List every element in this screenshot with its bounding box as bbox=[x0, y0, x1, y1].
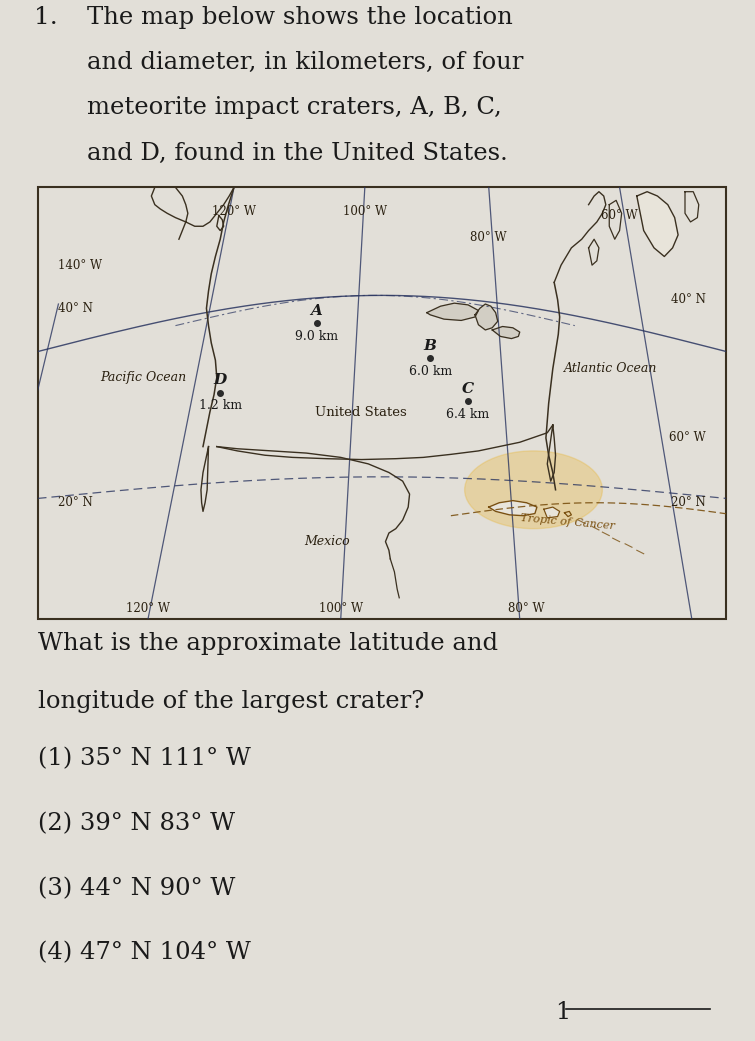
Text: (1) 35° N 111° W: (1) 35° N 111° W bbox=[38, 747, 251, 770]
Text: 20° N: 20° N bbox=[671, 497, 706, 509]
Text: 60° W: 60° W bbox=[601, 209, 638, 222]
Text: longitude of the largest crater?: longitude of the largest crater? bbox=[38, 690, 424, 713]
Polygon shape bbox=[488, 501, 537, 515]
Text: 80° W: 80° W bbox=[470, 230, 507, 244]
Text: 9.0 km: 9.0 km bbox=[295, 330, 338, 342]
Text: C: C bbox=[462, 382, 474, 396]
Text: 120° W: 120° W bbox=[126, 602, 170, 615]
Text: 140° W: 140° W bbox=[58, 258, 103, 272]
Text: 1.2 km: 1.2 km bbox=[199, 399, 242, 412]
Text: meteorite impact craters, A, B, C,: meteorite impact craters, A, B, C, bbox=[87, 97, 501, 120]
Text: and diameter, in kilometers, of four: and diameter, in kilometers, of four bbox=[87, 51, 523, 74]
Text: The map below shows the location: The map below shows the location bbox=[87, 5, 513, 28]
Text: and D, found in the United States.: and D, found in the United States. bbox=[87, 142, 507, 164]
Text: 120° W: 120° W bbox=[212, 205, 256, 218]
Text: 40° N: 40° N bbox=[58, 302, 94, 314]
Text: 6.4 km: 6.4 km bbox=[446, 408, 490, 421]
Text: D: D bbox=[214, 373, 226, 387]
Text: 100° W: 100° W bbox=[319, 602, 363, 615]
Text: 20° N: 20° N bbox=[58, 497, 93, 509]
Text: A: A bbox=[310, 304, 322, 318]
Text: (3) 44° N 90° W: (3) 44° N 90° W bbox=[38, 877, 235, 899]
Text: (2) 39° N 83° W: (2) 39° N 83° W bbox=[38, 812, 235, 835]
Text: Tropic of Cancer: Tropic of Cancer bbox=[520, 513, 615, 531]
Polygon shape bbox=[492, 327, 519, 338]
Text: B: B bbox=[424, 338, 436, 353]
Ellipse shape bbox=[464, 451, 602, 529]
Text: Atlantic Ocean: Atlantic Ocean bbox=[564, 362, 658, 376]
Text: Mexico: Mexico bbox=[304, 535, 350, 549]
Polygon shape bbox=[475, 304, 498, 330]
Polygon shape bbox=[427, 303, 479, 321]
Text: What is the approximate latitude and: What is the approximate latitude and bbox=[38, 632, 498, 655]
Text: (4) 47° N 104° W: (4) 47° N 104° W bbox=[38, 941, 251, 964]
Text: Pacific Ocean: Pacific Ocean bbox=[100, 371, 186, 384]
Text: 1.: 1. bbox=[34, 5, 57, 28]
Text: United States: United States bbox=[316, 406, 407, 418]
Polygon shape bbox=[636, 192, 678, 256]
Text: 100° W: 100° W bbox=[343, 205, 387, 218]
Polygon shape bbox=[544, 507, 559, 517]
Text: 80° W: 80° W bbox=[508, 602, 545, 615]
Text: 40° N: 40° N bbox=[670, 294, 706, 306]
Text: 60° W: 60° W bbox=[669, 431, 706, 445]
Text: 6.0 km: 6.0 km bbox=[408, 364, 451, 378]
Text: 1: 1 bbox=[555, 1000, 570, 1023]
